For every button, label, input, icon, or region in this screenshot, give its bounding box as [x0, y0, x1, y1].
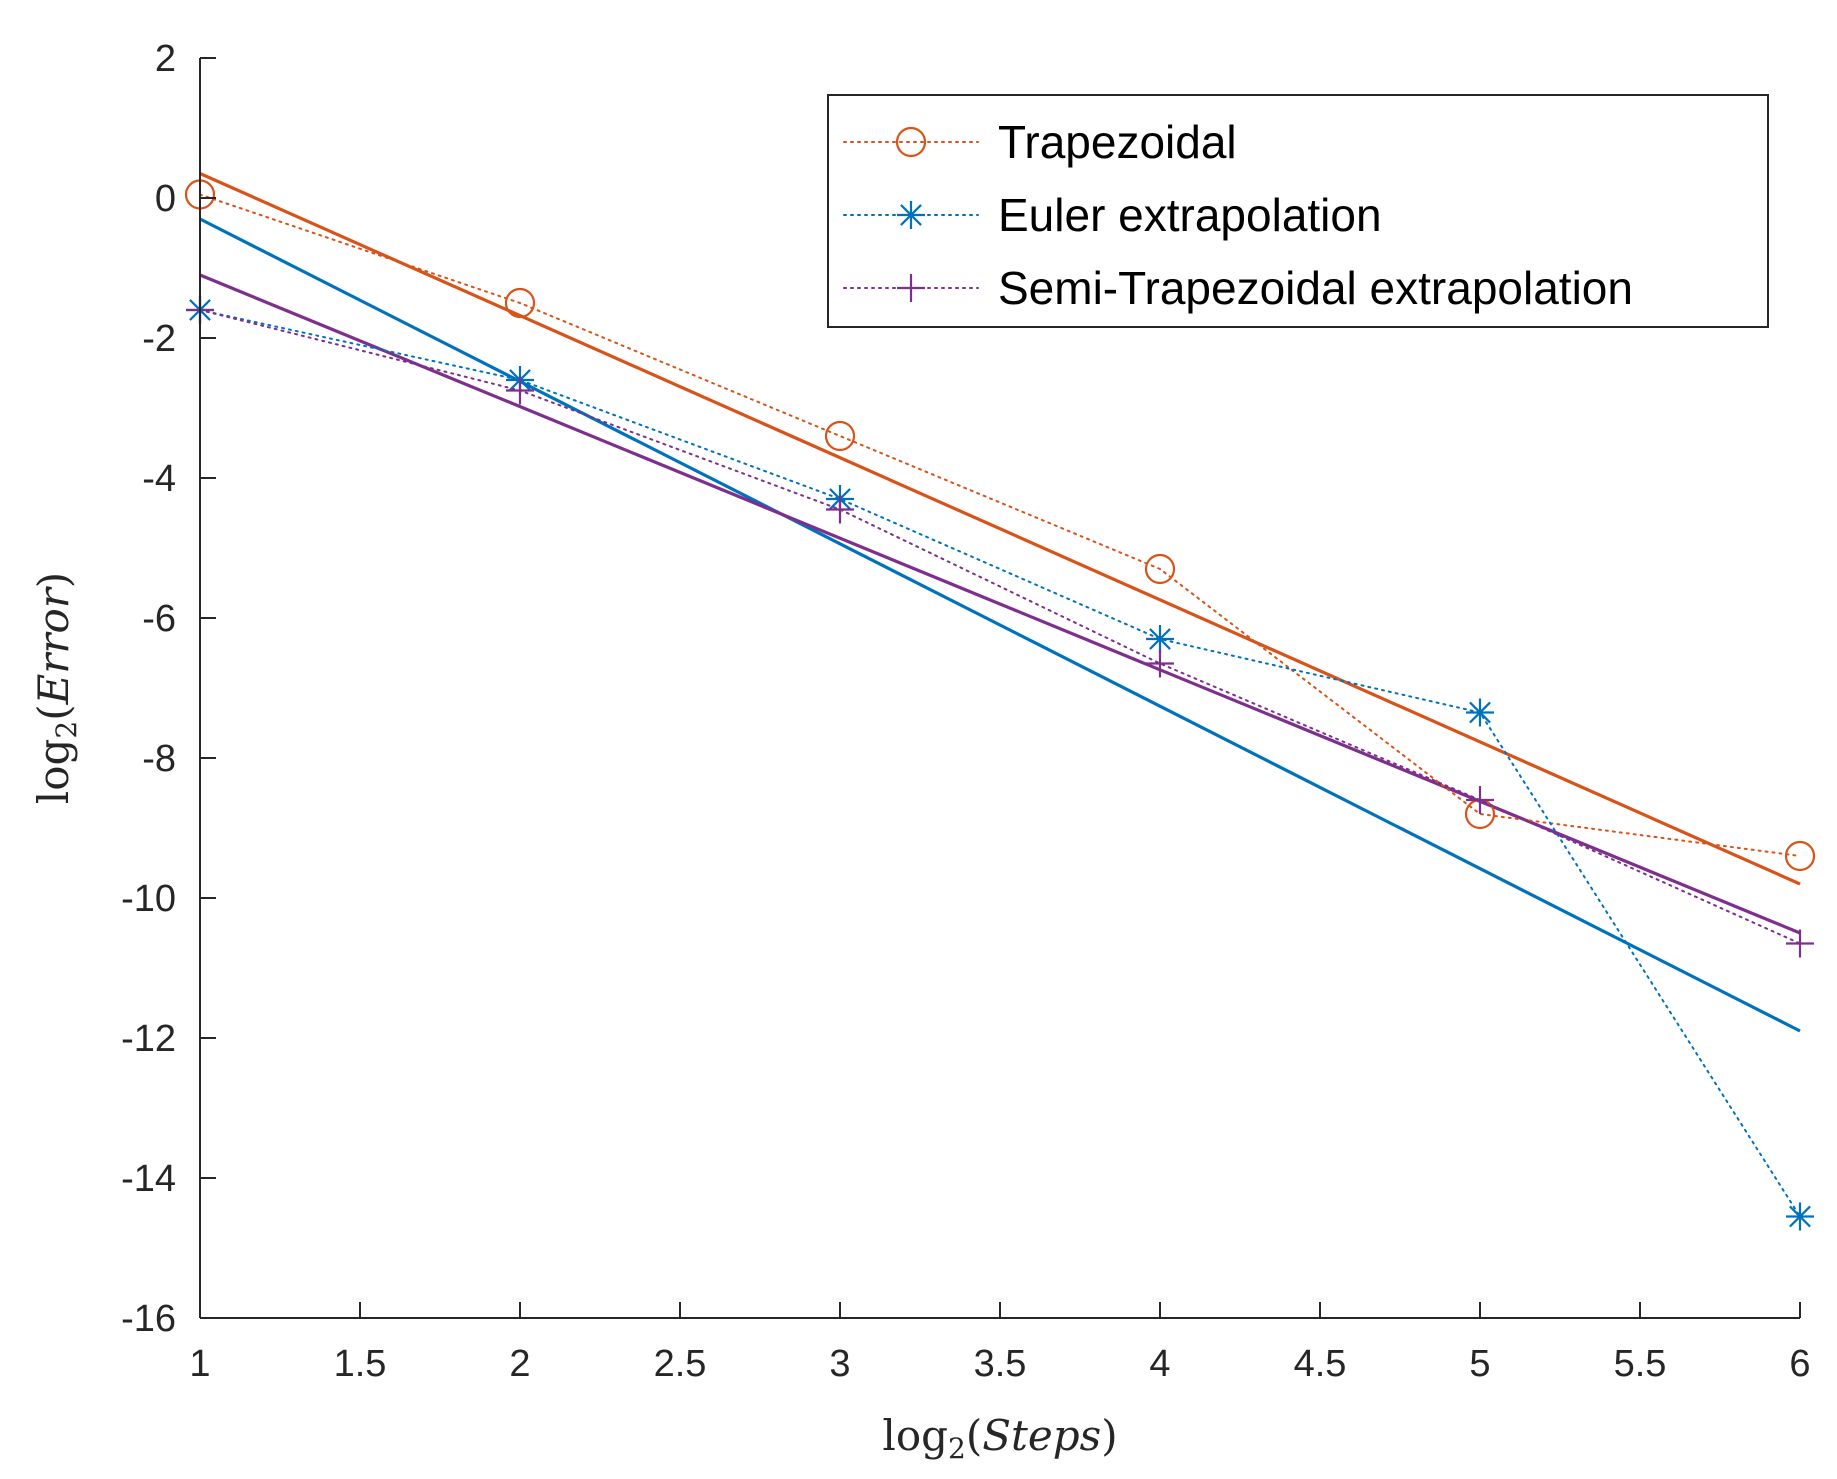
fit-line: [199, 172, 1801, 886]
y-tick-label: -6: [142, 598, 176, 640]
data-point: [1146, 649, 1174, 678]
series-line: [199, 193, 1801, 857]
data-point: [1784, 840, 1816, 872]
x-axis-label: log2(Steps): [882, 1411, 1117, 1465]
data-point: [1466, 786, 1494, 814]
data-point: [506, 376, 534, 405]
y-axis: -16 -14 -12 -10 -8 -6 -4 -2 0 2: [121, 38, 216, 1340]
y-tick-label: -10: [121, 878, 176, 920]
legend-label: Trapezoidal: [998, 116, 1237, 168]
y-tick-label: -14: [121, 1158, 176, 1200]
x-tick-label: 5.5: [1614, 1343, 1667, 1385]
marker-stroke: [1149, 628, 1171, 650]
series-line: [199, 309, 1801, 945]
y-axis-label: log2(Error): [29, 572, 83, 804]
y-tick-label: 0: [155, 178, 176, 220]
data-point: [1146, 625, 1174, 653]
legend-marker: [895, 126, 927, 158]
series-line: [199, 309, 1801, 1218]
y-tick-label: -2: [142, 318, 176, 360]
x-axis: 1 1.5 2 2.5 3 3.5 4 4.5 5 5.5 6: [189, 1302, 1811, 1385]
y-tick-label: -4: [142, 458, 176, 500]
legend-item: Semi-Trapezoidal extrapolation: [843, 262, 1633, 314]
legend-marker: [897, 274, 925, 302]
x-tick-label: 6: [1789, 1343, 1810, 1385]
x-tick-label: 5: [1469, 1343, 1490, 1385]
data-point: [1466, 698, 1494, 727]
data-point: [826, 495, 854, 524]
legend-item: Trapezoidal: [843, 116, 1237, 168]
marker-stroke: [1789, 1205, 1811, 1228]
plot-area: [184, 172, 1816, 1231]
marker-stroke: [1469, 701, 1491, 724]
legend: Trapezoidal Euler extrapolation Semi-Trape…: [827, 94, 1769, 328]
y-tick-label: -8: [142, 738, 176, 780]
data-point: [1144, 553, 1176, 585]
data-point: [504, 287, 536, 319]
x-tick-label: 1: [189, 1343, 210, 1385]
y-tick-label: -16: [121, 1298, 176, 1340]
legend-item: Euler extrapolation: [843, 189, 1382, 241]
x-tick-label: 4: [1149, 1343, 1170, 1385]
data-point: [1786, 929, 1814, 958]
y-tick-label: 2: [155, 38, 176, 80]
x-tick-label: 3.5: [974, 1343, 1027, 1385]
fit-line: [199, 273, 1801, 935]
marker-stroke: [900, 204, 922, 226]
legend-label: Semi-Trapezoidal extrapolation: [998, 262, 1633, 314]
legend-box: [827, 94, 1769, 328]
x-tick-label: 1.5: [334, 1343, 387, 1385]
x-tick-label: 2: [509, 1343, 530, 1385]
x-tick-label: 4.5: [1294, 1343, 1347, 1385]
data-point: [1786, 1202, 1814, 1231]
legend-marker: [897, 201, 925, 229]
y-tick-label: -12: [121, 1018, 176, 1060]
legend-label: Euler extrapolation: [998, 189, 1382, 241]
data-point: [824, 420, 856, 452]
x-tick-label: 3: [829, 1343, 850, 1385]
fit-line: [199, 217, 1801, 1033]
x-tick-label: 2.5: [654, 1343, 707, 1385]
